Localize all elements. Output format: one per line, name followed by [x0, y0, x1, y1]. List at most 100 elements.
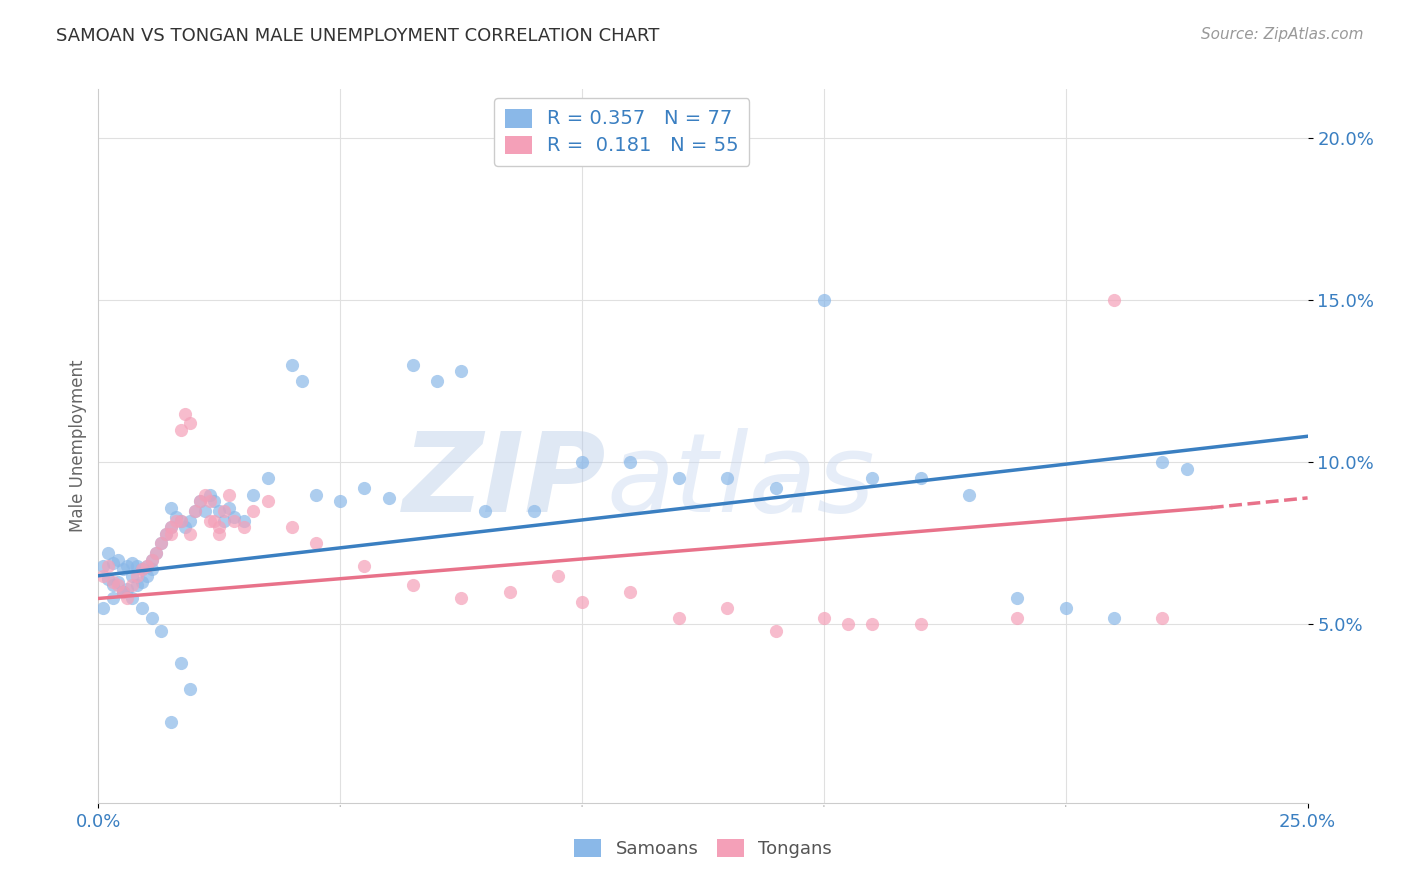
Point	[290, 374, 312, 388]
Point	[169, 514, 191, 528]
Point	[218, 488, 240, 502]
Point	[174, 407, 197, 421]
Point	[910, 471, 932, 485]
Point	[131, 562, 153, 576]
Point	[160, 714, 183, 729]
Point	[117, 591, 139, 606]
Point	[450, 591, 472, 606]
Point	[141, 552, 163, 566]
Point	[218, 500, 240, 515]
Point	[910, 617, 932, 632]
Point	[242, 488, 264, 502]
Point	[121, 591, 143, 606]
Point	[165, 514, 187, 528]
Point	[450, 364, 472, 378]
Point	[150, 536, 173, 550]
Point	[141, 562, 163, 576]
Point	[145, 546, 167, 560]
Point	[155, 526, 177, 541]
Point	[1054, 601, 1077, 615]
Point	[97, 546, 120, 560]
Point	[212, 514, 235, 528]
Point	[860, 617, 883, 632]
Point	[117, 582, 139, 596]
Point	[184, 504, 207, 518]
Text: Source: ZipAtlas.com: Source: ZipAtlas.com	[1201, 27, 1364, 42]
Point	[232, 514, 254, 528]
Point	[101, 578, 124, 592]
Point	[281, 520, 304, 534]
Point	[256, 494, 278, 508]
Point	[1175, 461, 1198, 475]
Point	[1152, 611, 1174, 625]
Point	[619, 585, 641, 599]
Point	[179, 682, 201, 697]
Point	[165, 510, 187, 524]
Point	[222, 514, 245, 528]
Point	[1102, 611, 1125, 625]
Point	[101, 556, 124, 570]
Point	[97, 559, 120, 574]
Point	[135, 559, 157, 574]
Point	[184, 504, 207, 518]
Point	[131, 601, 153, 615]
Point	[1152, 455, 1174, 469]
Point	[860, 471, 883, 485]
Point	[131, 575, 153, 590]
Point	[837, 617, 859, 632]
Point	[141, 611, 163, 625]
Point	[111, 585, 134, 599]
Y-axis label: Male Unemployment: Male Unemployment	[69, 359, 87, 533]
Point	[668, 611, 690, 625]
Point	[523, 504, 546, 518]
Point	[111, 585, 134, 599]
Point	[765, 624, 787, 638]
Point	[474, 504, 496, 518]
Point	[91, 568, 114, 582]
Point	[426, 374, 449, 388]
Point	[402, 578, 425, 592]
Point	[160, 500, 183, 515]
Point	[101, 591, 124, 606]
Point	[256, 471, 278, 485]
Point	[107, 575, 129, 590]
Point	[198, 494, 221, 508]
Point	[208, 520, 231, 534]
Point	[179, 514, 201, 528]
Text: ZIP: ZIP	[402, 428, 606, 535]
Point	[353, 481, 375, 495]
Point	[1102, 293, 1125, 307]
Point	[222, 510, 245, 524]
Point	[619, 455, 641, 469]
Point	[242, 504, 264, 518]
Point	[127, 578, 149, 592]
Point	[111, 562, 134, 576]
Point	[813, 293, 835, 307]
Point	[212, 504, 235, 518]
Point	[97, 572, 120, 586]
Point	[1007, 591, 1029, 606]
Point	[174, 520, 197, 534]
Point	[179, 417, 201, 431]
Point	[155, 526, 177, 541]
Point	[135, 568, 157, 582]
Point	[107, 578, 129, 592]
Point	[150, 624, 173, 638]
Point	[169, 423, 191, 437]
Point	[194, 504, 217, 518]
Point	[169, 514, 191, 528]
Point	[716, 601, 738, 615]
Point	[131, 562, 153, 576]
Point	[179, 526, 201, 541]
Point	[1007, 611, 1029, 625]
Point	[377, 491, 399, 505]
Text: atlas: atlas	[606, 428, 875, 535]
Point	[121, 556, 143, 570]
Point	[716, 471, 738, 485]
Point	[571, 455, 593, 469]
Point	[160, 526, 183, 541]
Point	[127, 568, 149, 582]
Point	[957, 488, 980, 502]
Point	[194, 488, 217, 502]
Point	[91, 601, 114, 615]
